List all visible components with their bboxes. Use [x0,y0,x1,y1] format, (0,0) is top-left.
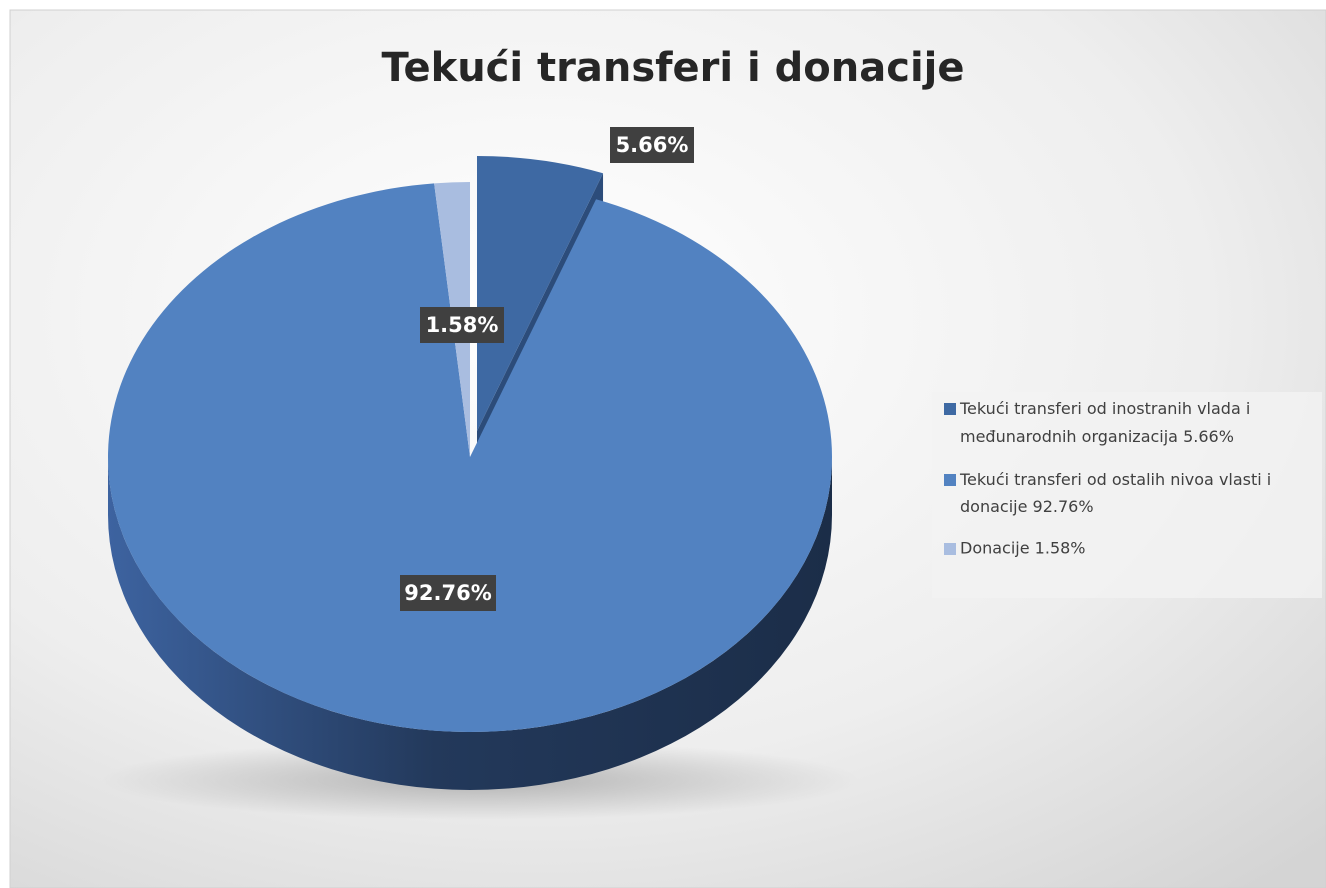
data-label: 1.58% [420,307,504,343]
slice-side [108,457,832,790]
legend-marker [944,474,956,486]
data-label-text: 5.66% [616,133,689,157]
data-label: 5.66% [610,127,694,163]
data-label-text: 1.58% [426,313,499,337]
legend-marker [944,543,956,555]
chart-title: Tekući transferi i donacije [381,45,964,91]
legend-box [932,392,1322,598]
slice [477,156,604,431]
legend-label: Donacije 1.58% [960,539,1086,558]
data-label-text: 92.76% [404,581,491,605]
legend-label: Tekući transferi od inostranih vlada i me… [959,399,1250,446]
slice [108,183,833,732]
data-label-box [420,307,504,343]
legend-marker [944,403,956,415]
data-label: 92.76% [400,575,496,611]
legend-label: Tekući transferi od ostalih nivoa vlasti… [959,470,1271,516]
data-label-box [400,575,496,611]
data-label-box [610,127,694,163]
